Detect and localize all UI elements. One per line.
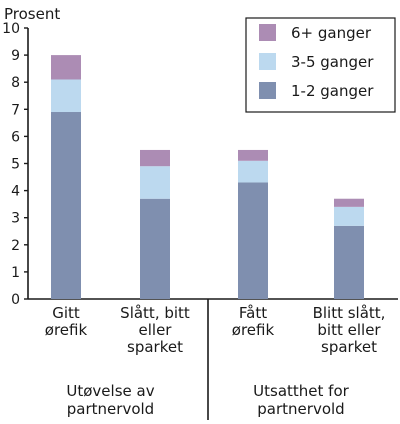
y-tick-label: 1 (11, 265, 20, 281)
group-label: Utsatthet for (253, 382, 349, 400)
y-tick-label: 9 (11, 48, 20, 64)
bar-segment (238, 149, 268, 161)
x-tick-label: eller (139, 321, 173, 339)
group-label: partnervold (67, 400, 154, 418)
group-label: partnervold (257, 400, 344, 418)
y-tick-label: 4 (11, 184, 20, 200)
y-tick-label: 3 (11, 211, 20, 227)
y-tick-label: 6 (11, 129, 20, 145)
y-tick-label: 7 (11, 102, 20, 118)
bar-segment (238, 182, 268, 299)
bar-segment (334, 225, 364, 299)
bar-segment (51, 79, 81, 113)
x-tick-label: ørefik (232, 321, 275, 339)
y-tick-label: 10 (2, 21, 20, 37)
x-tick-label: bitt eller (317, 321, 381, 339)
axes: Prosent 0 1 2 3 4 5 6 7 8 9 10 (2, 5, 398, 420)
y-tick-label: 8 (11, 75, 20, 91)
x-tick-label: ørefik (45, 321, 88, 339)
y-tick-label: 5 (11, 157, 20, 173)
bar-segment (51, 55, 81, 80)
bar-segment (238, 160, 268, 183)
legend-swatch (259, 82, 276, 99)
x-tick-label: Blitt slått, (313, 304, 386, 322)
bar-segment (140, 149, 170, 167)
x-tick-label: Gitt (52, 304, 80, 322)
bar-segment (140, 166, 170, 199)
legend-swatch (259, 24, 276, 41)
x-tick-label: sparket (321, 338, 377, 356)
group-label: Utøvelse av (66, 382, 154, 400)
x-tick-label: Slått, bitt (120, 304, 190, 322)
legend-label: 3-5 ganger (291, 53, 374, 71)
legend-label: 1-2 ganger (291, 82, 374, 100)
bar-segment (51, 112, 81, 299)
bar-segment (334, 198, 364, 207)
legend-label: 6+ ganger (291, 24, 372, 42)
bar-segment (334, 206, 364, 226)
y-axis-label: Prosent (4, 5, 60, 23)
legend: 6+ ganger 3-5 ganger 1-2 ganger (245, 17, 396, 113)
y-tick-label: 0 (11, 292, 20, 308)
bar-segment (140, 198, 170, 299)
x-tick-label: Fått (239, 304, 267, 322)
legend-swatch (259, 53, 276, 70)
bars (51, 55, 364, 299)
x-tick-label: sparket (127, 338, 183, 356)
y-tick-label: 2 (11, 238, 20, 254)
